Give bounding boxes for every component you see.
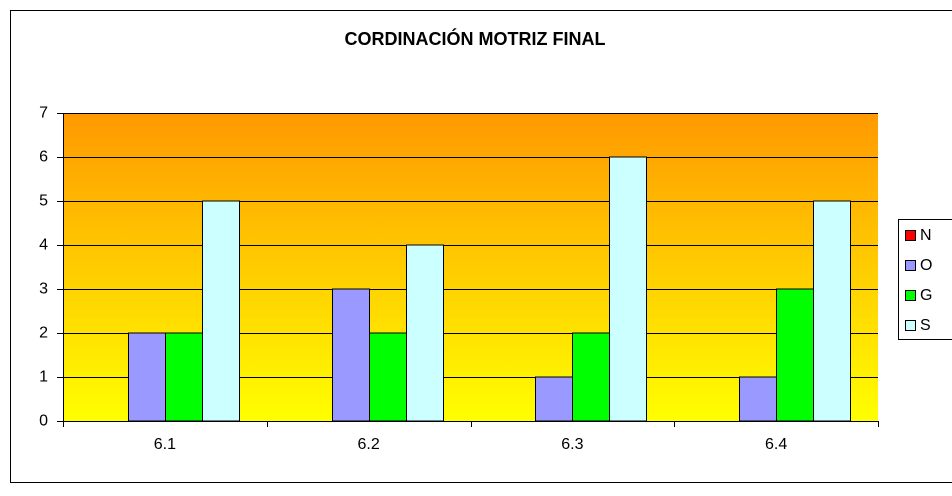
legend-label: O xyxy=(920,257,932,274)
y-tick-label: 1 xyxy=(39,369,48,386)
legend-swatch xyxy=(905,290,916,301)
legend-swatch xyxy=(905,230,916,241)
y-tick-label: 2 xyxy=(39,325,48,342)
bar xyxy=(332,288,370,422)
x-tick-label: 6.2 xyxy=(358,436,380,453)
legend-label: S xyxy=(920,317,931,334)
legend-label: N xyxy=(920,227,932,244)
bar xyxy=(813,200,851,422)
bar xyxy=(535,376,573,422)
x-tick-label: 6.3 xyxy=(561,436,583,453)
bar xyxy=(572,332,610,422)
x-tick-label: 6.1 xyxy=(154,436,176,453)
y-tick-label: 4 xyxy=(39,237,48,254)
y-tick-label: 7 xyxy=(39,105,48,122)
y-tick-label: 5 xyxy=(39,193,48,210)
y-tick-label: 6 xyxy=(39,149,48,166)
bar xyxy=(202,200,240,422)
chart-title: CORDINACIÓN MOTRIZ FINAL xyxy=(345,28,606,49)
bar xyxy=(609,156,647,422)
y-tick-label: 3 xyxy=(39,281,48,298)
bar xyxy=(776,288,814,422)
bar xyxy=(739,376,777,422)
bar xyxy=(369,332,407,422)
bar xyxy=(128,332,166,422)
y-tick-label: 0 xyxy=(39,413,48,430)
bar xyxy=(406,244,444,422)
x-tick-label: 6.4 xyxy=(765,436,787,453)
legend-swatch xyxy=(905,260,916,271)
legend-swatch xyxy=(905,320,916,331)
bar xyxy=(165,332,203,422)
legend-label: G xyxy=(920,287,932,304)
